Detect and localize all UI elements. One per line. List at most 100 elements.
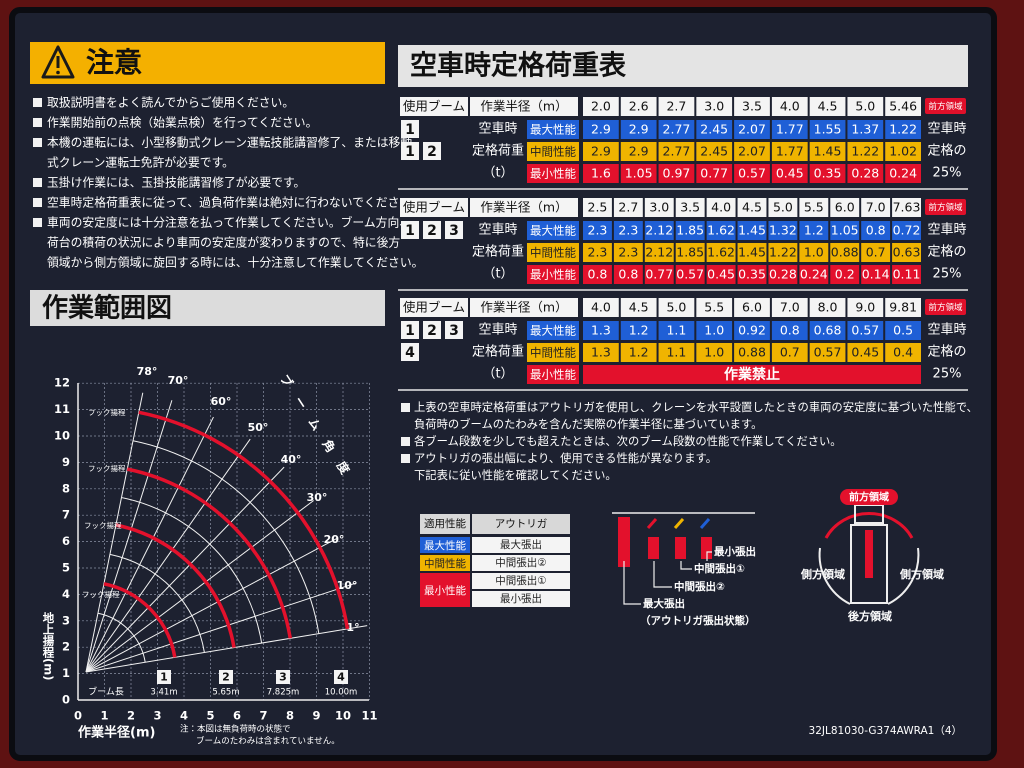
outrigger-caption: （アウトリガ張出状態）	[640, 614, 756, 627]
value-cell	[734, 343, 770, 362]
leader-line	[653, 561, 672, 588]
value-cell	[809, 164, 846, 183]
legend-performance	[420, 573, 470, 607]
boom-box	[445, 321, 463, 339]
radius-cell	[809, 298, 846, 317]
boom-number: 1	[405, 122, 415, 138]
boom-number: 3	[279, 671, 287, 684]
boom-box	[423, 221, 441, 239]
front-label: 前方領域	[928, 202, 963, 213]
load-value: 0.24	[889, 166, 917, 181]
area-side: 側方領域	[899, 567, 944, 581]
angle-line	[85, 537, 338, 673]
value-cell	[696, 120, 733, 139]
value-cell	[737, 221, 767, 240]
boom-box	[445, 221, 463, 239]
load-value: 1.45	[738, 223, 766, 238]
load-value: 2.3	[588, 223, 608, 238]
value-cell	[734, 120, 770, 139]
warning-icon-dot	[56, 70, 60, 75]
value-cell	[583, 120, 619, 139]
value-cell	[768, 243, 798, 262]
area-front: 前方領域	[849, 491, 889, 504]
value-cell	[737, 243, 767, 262]
angle-label: 78°	[137, 365, 158, 378]
warning-item: 空車時定格荷重表に従って、過負荷作業は絶対に行わないでください。	[47, 196, 423, 210]
radius-cell	[809, 97, 846, 116]
legend-outrigger	[472, 555, 570, 571]
warning-header	[30, 42, 385, 84]
legend-outrigger: 中間張出①	[495, 574, 546, 587]
load-value: 2.45	[700, 144, 728, 159]
value-cell	[847, 164, 884, 183]
value-cell	[771, 142, 808, 161]
header-cell	[470, 97, 578, 116]
radius-cell	[620, 97, 657, 116]
leader-line	[623, 561, 641, 605]
value-cell	[861, 221, 891, 240]
x-tick-label: 3	[153, 709, 161, 723]
legend-performance: 最小性能	[424, 584, 466, 597]
range-title-bg	[30, 290, 385, 326]
boom-number: 4	[337, 671, 345, 684]
radius: 7.0	[866, 200, 886, 215]
value-cell	[620, 142, 657, 161]
value-cell	[620, 343, 657, 362]
radius: 3.0	[649, 200, 669, 215]
boom-length: 5.65m	[212, 688, 239, 698]
performance: 中間性能	[530, 346, 576, 360]
boom-number: 2	[427, 144, 437, 160]
bullet	[401, 403, 410, 412]
row-label: 空車時	[478, 223, 517, 238]
value-cell	[892, 265, 921, 284]
load-value: 0.77	[700, 166, 728, 181]
warning-item: 本機の運転には、小型移動式クレーン運転技能講習修了、または移動	[47, 136, 412, 150]
legend-outrigger	[472, 537, 570, 553]
boom-length-label: ブーム長	[88, 686, 124, 698]
boom-box	[401, 142, 419, 160]
value-cell	[658, 164, 695, 183]
boom-number: 3	[449, 223, 459, 239]
value-cell	[847, 120, 884, 139]
range-note: ブームのたわみは含まれていません。	[196, 736, 340, 747]
radius: 5.0	[855, 99, 875, 114]
legend-outrigger: 中間張出②	[495, 556, 546, 569]
prohibited: 作業禁止	[724, 366, 780, 383]
value-cell	[768, 221, 798, 240]
load-value: 0.8	[618, 267, 638, 282]
boom-number: 1	[405, 323, 415, 339]
value-cell	[809, 343, 846, 362]
boom-number: 1	[405, 223, 415, 239]
boom-box	[334, 670, 348, 684]
outrigger-label: 中間張出②	[674, 580, 725, 593]
radius: 5.46	[889, 99, 917, 114]
value-cell	[675, 243, 705, 262]
performance: 最大性能	[530, 324, 576, 338]
row-label: 定格荷重	[472, 344, 524, 360]
side-note: 空車時	[927, 223, 966, 238]
performance: 最小性能	[530, 167, 576, 181]
side-note: 空車時	[927, 323, 966, 338]
load-value: 1.32	[769, 223, 797, 238]
header-cell	[470, 198, 578, 217]
value-cell	[830, 243, 860, 262]
boom-length: 3.41m	[150, 688, 177, 698]
value-cell	[830, 221, 860, 240]
bullet	[401, 454, 410, 463]
value-cell	[771, 321, 808, 340]
radius: 6.0	[742, 300, 762, 315]
radius: 9.0	[855, 300, 875, 315]
value-cell	[583, 265, 612, 284]
legend-header: 適用性能	[424, 517, 466, 530]
radius-cell	[771, 97, 808, 116]
y-tick-label: 7	[62, 508, 70, 522]
load-value: 0.24	[800, 267, 828, 282]
radius: 7.0	[780, 300, 800, 315]
value-cell	[706, 243, 736, 262]
load-value: 1.85	[676, 245, 704, 260]
load-value: 0.57	[814, 345, 842, 360]
hook-arc	[138, 410, 350, 630]
row-label: 定格荷重	[472, 143, 524, 159]
load-value: 2.45	[700, 122, 728, 137]
radius: 4.0	[711, 200, 731, 215]
